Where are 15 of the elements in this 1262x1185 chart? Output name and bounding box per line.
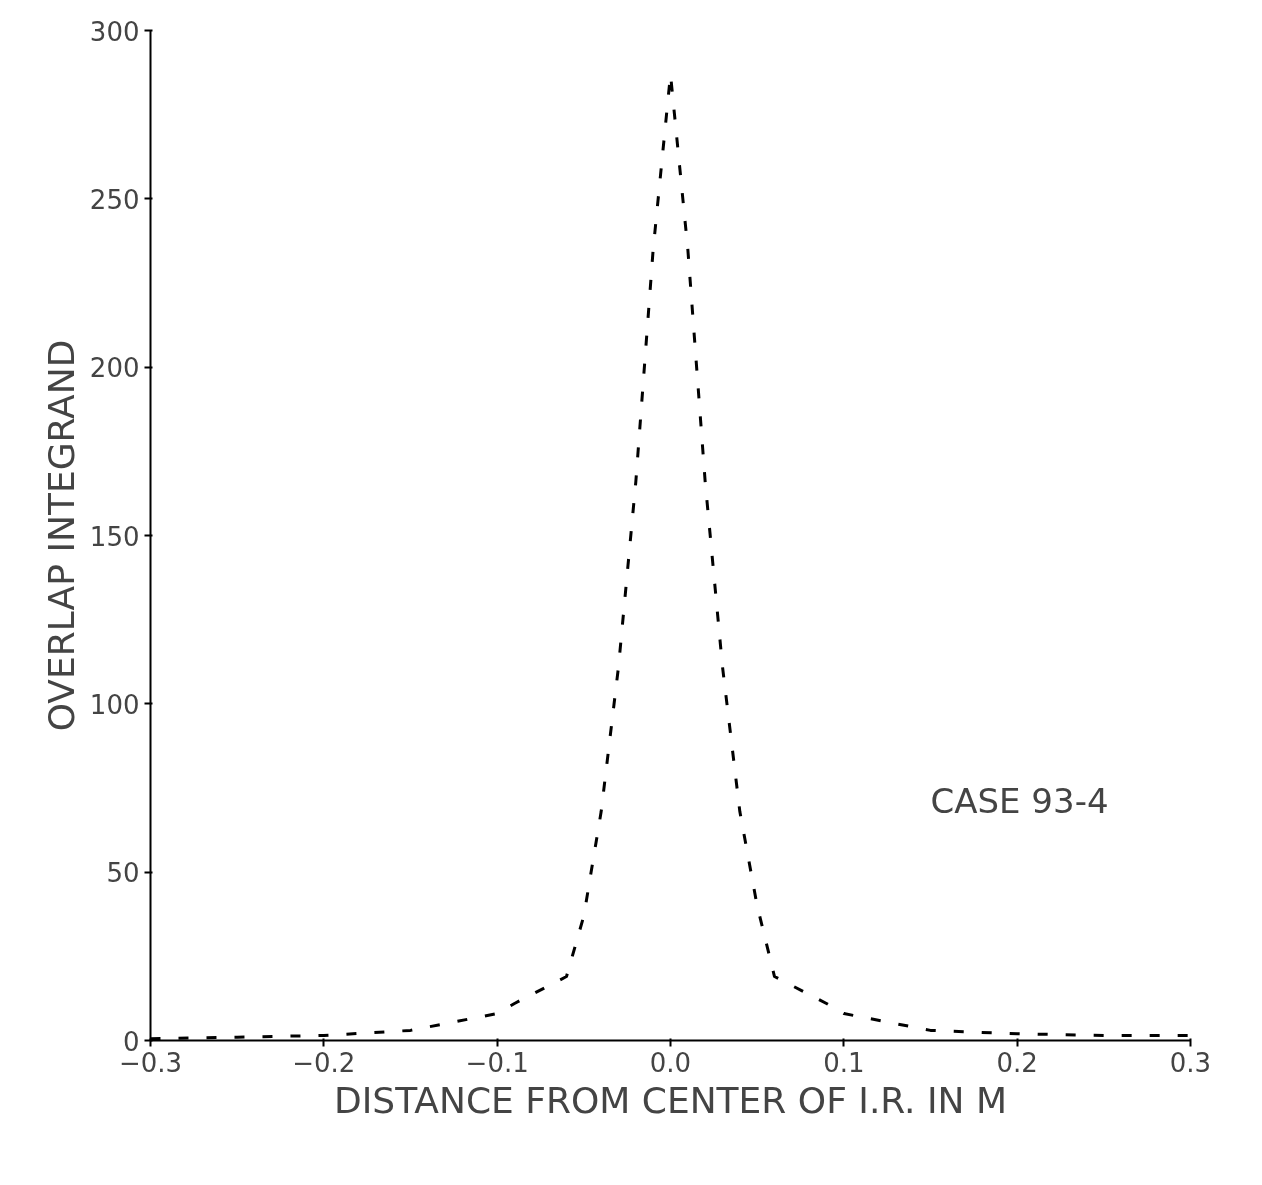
- x-tick-label: 0.2: [996, 1047, 1038, 1078]
- y-tick-label: 300: [89, 16, 140, 47]
- y-tick-label: 150: [89, 521, 140, 552]
- x-tick-label: 0.3: [1169, 1047, 1212, 1078]
- x-tick-label: −0.1: [465, 1047, 529, 1078]
- y-tick-label: 100: [89, 689, 140, 720]
- y-axis-title: OVERLAP INTEGRAND: [40, 339, 82, 732]
- y-tick-label: 250: [89, 184, 140, 215]
- y-tick-label: 200: [89, 353, 140, 384]
- x-tick-label: −0.2: [292, 1047, 356, 1078]
- x-axis-title: DISTANCE FROM CENTER OF I.R. IN M: [333, 1079, 1008, 1121]
- annotation: CASE 93-4: [930, 780, 1109, 821]
- y-tick-label: 50: [106, 858, 140, 889]
- x-tick-label: 0.0: [649, 1047, 692, 1078]
- x-tick-label: 0.1: [823, 1047, 865, 1078]
